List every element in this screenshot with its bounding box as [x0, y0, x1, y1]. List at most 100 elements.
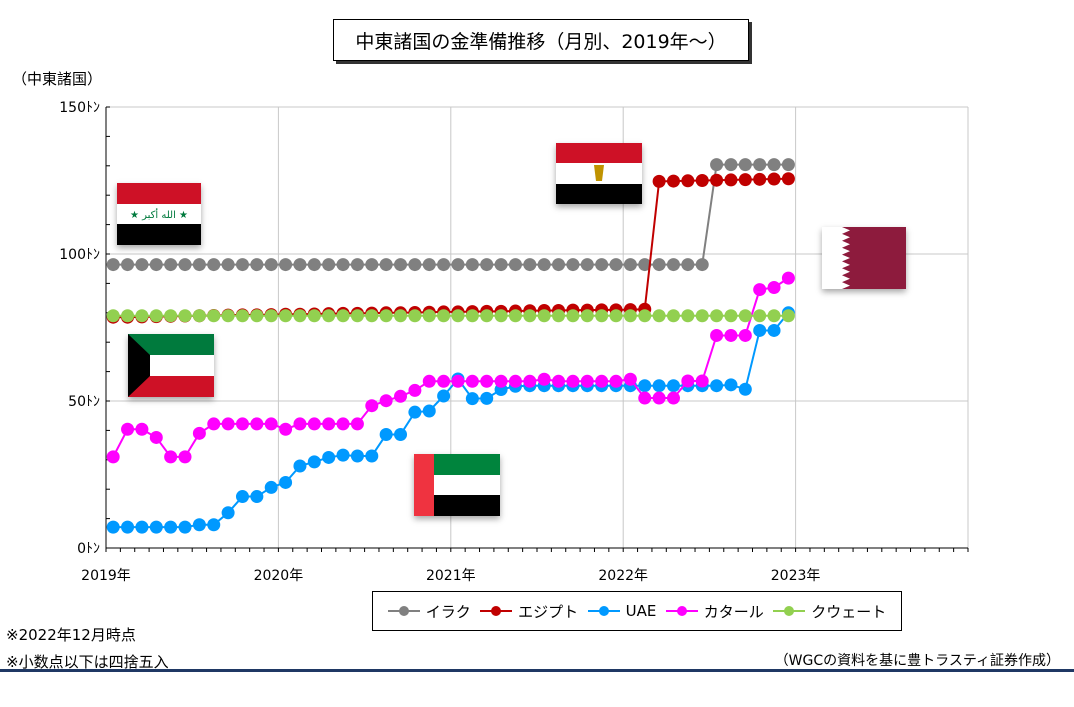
legend-swatch-kuwait	[773, 606, 806, 616]
data-point-3-3	[149, 430, 163, 444]
data-point-4-12	[279, 309, 293, 323]
data-point-0-42	[710, 158, 724, 172]
data-point-4-34	[595, 309, 609, 323]
data-point-0-46	[767, 158, 781, 172]
data-point-1-40	[681, 174, 695, 188]
legend-label-egypt: エジプト	[518, 602, 579, 621]
data-point-0-6	[192, 258, 206, 272]
legend-item-egypt: エジプト	[480, 601, 578, 622]
data-point-4-27	[494, 309, 508, 323]
data-point-3-45	[753, 283, 767, 297]
data-point-4-30	[537, 309, 551, 323]
data-point-3-25	[465, 374, 479, 388]
x-tick-label: 2023年	[771, 568, 821, 584]
data-point-2-22	[422, 404, 436, 418]
data-point-0-10	[250, 258, 264, 272]
data-point-2-37	[638, 379, 652, 393]
data-point-1-43	[724, 173, 738, 187]
data-point-3-39	[666, 391, 680, 405]
data-point-0-13	[293, 258, 307, 272]
data-point-3-37	[638, 391, 652, 405]
data-point-2-18	[365, 449, 379, 463]
data-point-3-40	[681, 374, 695, 388]
data-point-4-37	[638, 309, 652, 323]
data-point-2-8	[221, 506, 235, 520]
data-point-3-30	[537, 372, 551, 386]
data-point-4-7	[207, 309, 221, 323]
iraq-flag-icon: ★ الله أكبر ★	[117, 183, 201, 245]
data-point-2-19	[379, 428, 393, 442]
data-point-0-0	[106, 258, 120, 272]
data-point-0-19	[379, 258, 393, 272]
data-point-4-28	[508, 309, 522, 323]
data-point-2-11	[264, 480, 278, 494]
svg-text:★ الله أكبر ★: ★ الله أكبر ★	[130, 208, 188, 221]
data-point-3-17	[350, 417, 364, 431]
data-point-2-44	[738, 382, 752, 396]
data-point-2-6	[192, 518, 206, 532]
legend-swatch-uae	[587, 606, 620, 616]
data-point-4-43	[724, 309, 738, 323]
x-tick-label: 2022年	[598, 568, 648, 584]
data-point-4-40	[681, 309, 695, 323]
data-point-0-35	[609, 258, 623, 272]
data-point-0-4	[164, 258, 178, 272]
legend-label-iraq: イラク	[425, 602, 471, 621]
legend-item-kuwait: クウェート	[773, 601, 886, 622]
data-point-3-0	[106, 450, 120, 464]
data-point-4-2	[135, 309, 149, 323]
data-point-3-42	[710, 328, 724, 342]
data-point-4-39	[666, 309, 680, 323]
data-point-2-2	[135, 520, 149, 534]
data-point-1-46	[767, 172, 781, 186]
data-point-0-7	[207, 258, 221, 272]
data-point-3-29	[523, 374, 537, 388]
data-point-0-29	[523, 258, 537, 272]
data-point-2-15	[322, 450, 336, 464]
data-point-0-12	[279, 258, 293, 272]
data-point-3-18	[365, 399, 379, 413]
data-point-2-13	[293, 459, 307, 473]
data-point-2-46	[767, 323, 781, 337]
legend-label-qatar: カタール	[703, 602, 764, 621]
data-point-3-28	[508, 374, 522, 388]
data-point-3-13	[293, 417, 307, 431]
legend-item-iraq: イラク	[387, 601, 471, 622]
data-point-4-33	[580, 309, 594, 323]
data-point-3-44	[738, 328, 752, 342]
data-point-3-27	[494, 374, 508, 388]
data-point-0-2	[135, 258, 149, 272]
data-point-2-12	[279, 475, 293, 489]
data-point-4-18	[365, 309, 379, 323]
data-point-1-45	[753, 172, 767, 186]
data-point-4-0	[106, 309, 120, 323]
data-point-0-20	[394, 258, 408, 272]
y-tick-label: 0ﾄﾝ	[77, 541, 100, 557]
data-point-1-44	[738, 173, 752, 187]
data-point-0-40	[681, 258, 695, 272]
data-point-0-45	[753, 158, 767, 172]
data-point-3-11	[264, 417, 278, 431]
data-point-2-20	[394, 428, 408, 442]
data-point-0-16	[336, 258, 350, 272]
data-point-2-43	[724, 378, 738, 392]
data-point-0-47	[781, 158, 795, 172]
data-point-4-10	[250, 309, 264, 323]
data-point-0-14	[307, 258, 321, 272]
y-tick-label: 100ﾄﾝ	[59, 247, 100, 263]
data-point-1-39	[666, 174, 680, 188]
data-point-4-1	[121, 309, 135, 323]
data-point-0-37	[638, 258, 652, 272]
data-point-4-20	[394, 309, 408, 323]
data-point-2-3	[149, 520, 163, 534]
data-point-4-42	[710, 309, 724, 323]
legend: イラク エジプト UAE カタール クウェート	[372, 591, 902, 631]
data-point-1-41	[695, 174, 709, 187]
data-point-2-0	[106, 520, 120, 534]
data-point-4-5	[178, 309, 192, 323]
legend-swatch-egypt	[480, 606, 513, 616]
data-point-3-12	[279, 422, 293, 436]
data-point-3-35	[609, 374, 623, 388]
data-point-3-9	[235, 417, 249, 431]
note-rounding: ※小数点以下は四捨五入	[6, 653, 169, 671]
